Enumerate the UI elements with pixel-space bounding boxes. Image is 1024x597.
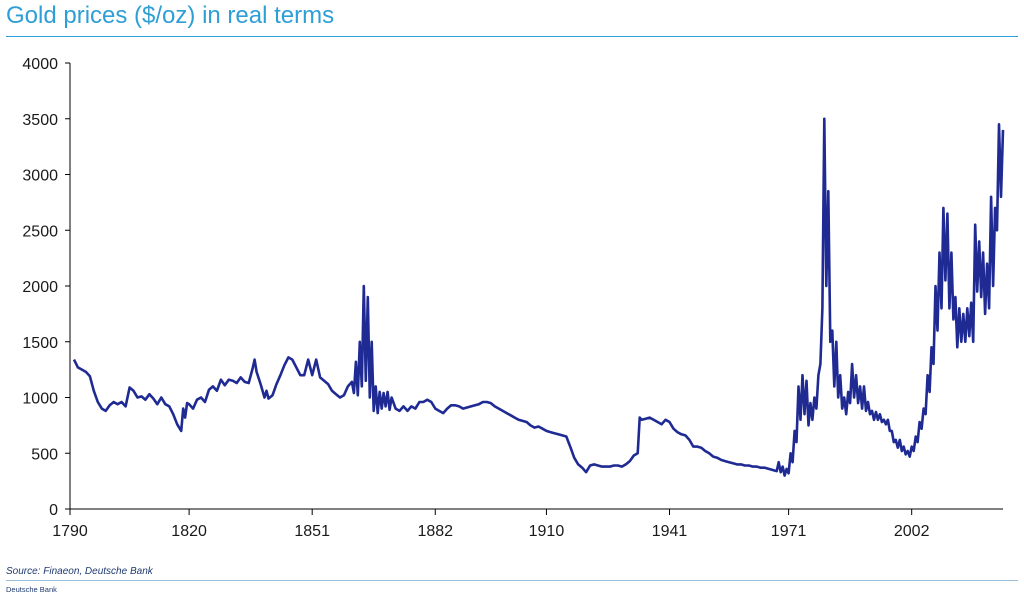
axes [69, 63, 1003, 510]
footer-brand: Deutsche Bank [6, 585, 57, 594]
y-tick-label: 500 [31, 446, 58, 463]
x-tick-label: 1941 [652, 523, 688, 540]
y-tick-label: 1000 [22, 391, 58, 408]
gold-price-line [72, 117, 1005, 477]
chart-title: Gold prices ($/oz) in real terms [6, 2, 335, 29]
x-tick-label: 1971 [771, 523, 807, 540]
x-tick-label: 1820 [171, 523, 207, 540]
source-note: Source: Finaeon, Deutsche Bank [6, 566, 153, 577]
y-axis-ticks: 0 500 1000 1500 2000 2500 3000 3500 4000 [22, 56, 70, 519]
x-tick-label: 1910 [529, 523, 565, 540]
x-tick-label: 2002 [894, 523, 930, 540]
x-axis-ticks: 1790 1820 1851 1882 1910 1941 1971 2002 [52, 509, 930, 540]
y-tick-label: 1500 [22, 335, 58, 352]
y-tick-label: 3000 [22, 168, 58, 185]
y-tick-label: 2000 [22, 279, 58, 296]
y-tick-label: 0 [49, 502, 58, 519]
y-tick-label: 3500 [22, 112, 58, 129]
x-tick-label: 1851 [294, 523, 330, 540]
y-tick-label: 4000 [22, 56, 58, 73]
footer-divider [6, 580, 1018, 581]
x-tick-label: 1790 [52, 523, 88, 540]
x-tick-label: 1882 [417, 523, 453, 540]
title-divider [6, 36, 1018, 37]
y-tick-label: 2500 [22, 223, 58, 240]
